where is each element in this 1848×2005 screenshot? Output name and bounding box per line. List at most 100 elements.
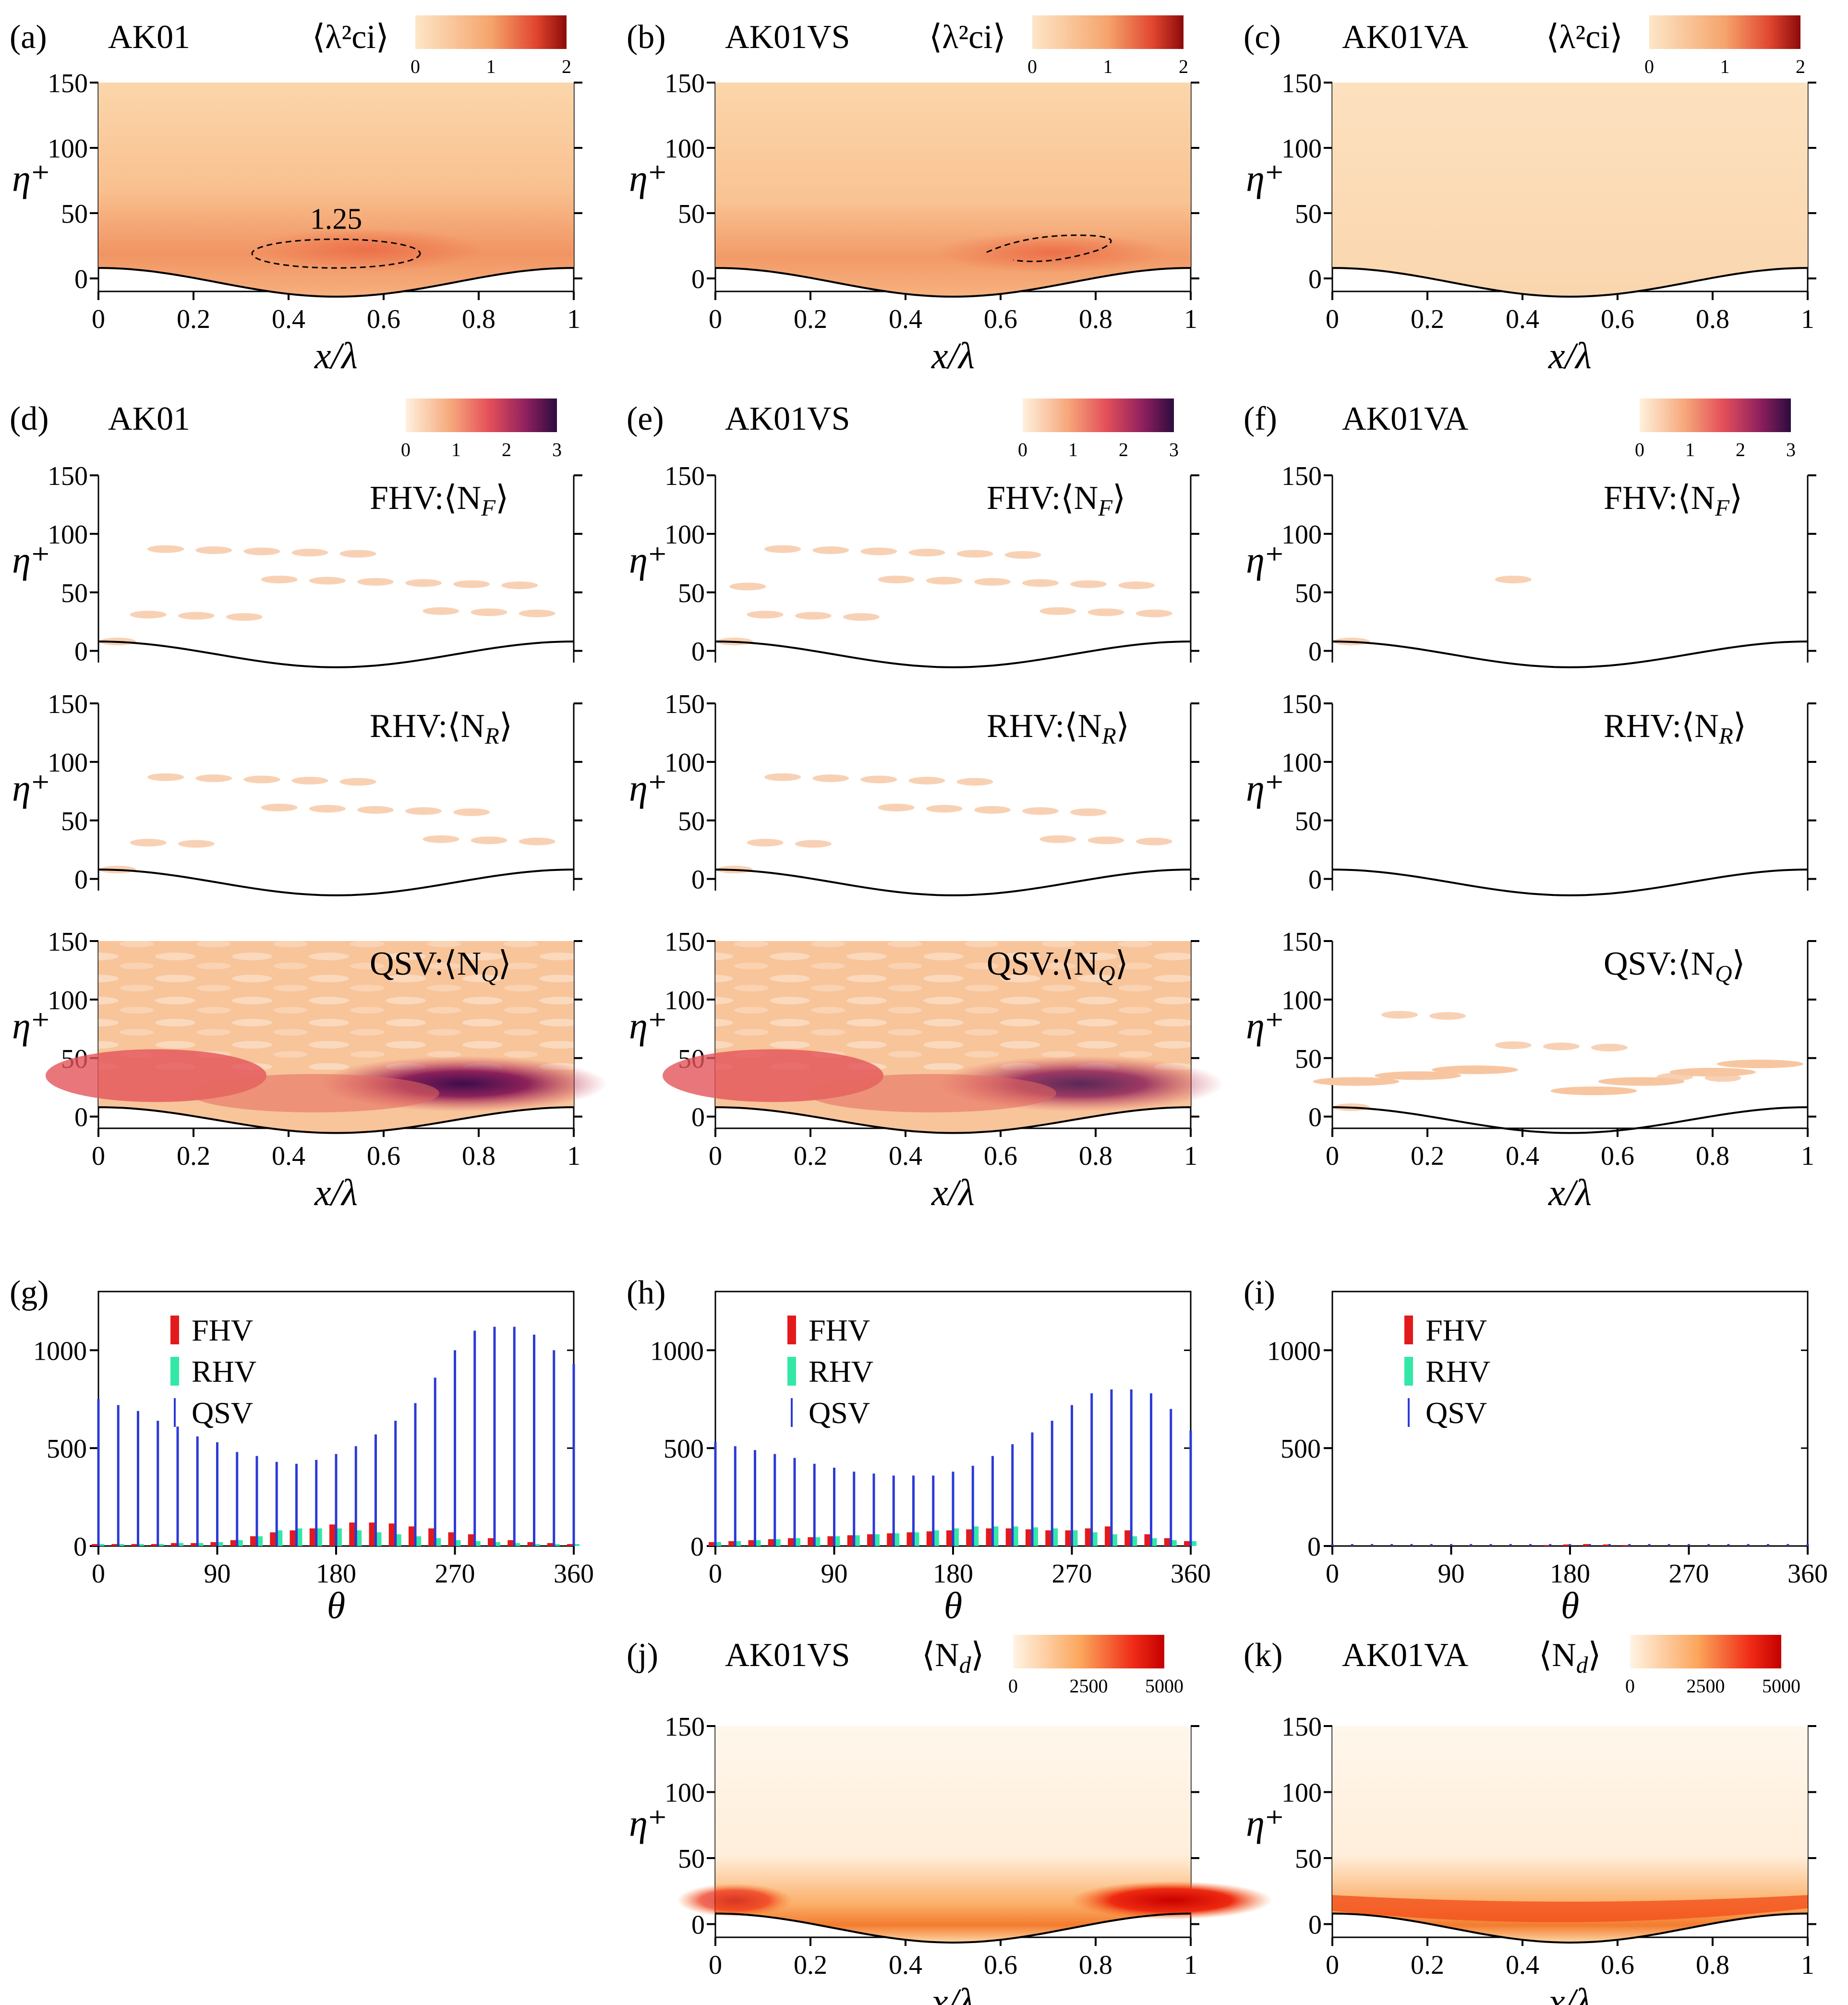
- wall-line: [1332, 869, 1808, 896]
- wall-line: [1332, 1106, 1808, 1134]
- y-axis-label: η⁺: [629, 1005, 667, 1047]
- histogram-1: (h) 0 500 1000 0 90 180 270 360 θ FHV RHV QSV: [627, 1274, 1211, 1626]
- panel-label: (c): [1244, 19, 1281, 56]
- y-tick-label: 50: [1295, 199, 1322, 229]
- x-tick-label: 0.4: [889, 304, 922, 334]
- y-tick-label: 50: [61, 199, 88, 229]
- bar-rhv: [735, 1541, 741, 1546]
- x-tick-label: 90: [204, 1559, 231, 1589]
- colorbar-tick-label: 3: [1169, 439, 1179, 460]
- panel-label: (d): [10, 400, 49, 437]
- bar-rhv: [296, 1528, 302, 1546]
- bar-rhv: [395, 1534, 401, 1546]
- bar-rhv: [874, 1534, 880, 1546]
- x-tick-label: 0.8: [462, 304, 495, 334]
- colorbar-tick-label: 1: [486, 56, 496, 77]
- y-tick-label: 1000: [650, 1336, 704, 1366]
- y-tick-label: 50: [1295, 579, 1322, 608]
- colorbar: 0 2500 5000: [1008, 1635, 1184, 1697]
- sub-0-0-axes: 0 50 100 150 η⁺: [12, 461, 582, 667]
- panel-label: (h): [627, 1274, 666, 1311]
- density-streak: [1039, 835, 1076, 843]
- vortex-title: QSV:⟨NQ⟩: [370, 945, 511, 987]
- density-streak: [956, 778, 993, 786]
- x-tick-label: 1: [1801, 304, 1814, 334]
- bar-rhv: [574, 1544, 580, 1546]
- density-streak: [1591, 1043, 1628, 1051]
- histogram-0: (g) 0 500 1000 0 90 180 270 360 θ FHV RHV QSV: [10, 1274, 594, 1626]
- y-tick-label: 100: [1281, 986, 1322, 1015]
- panel-label: (f): [1244, 400, 1277, 437]
- bar-fhv: [728, 1541, 736, 1546]
- y-tick-label: 150: [664, 689, 705, 719]
- y-axis-label: η⁺: [1246, 157, 1284, 199]
- legend-label-qsv: QSV: [192, 1396, 253, 1430]
- density-streak: [243, 775, 280, 784]
- bar-rhv: [554, 1544, 560, 1546]
- colorbar: 0 1 2: [411, 15, 571, 77]
- bar-rhv: [1131, 1536, 1137, 1546]
- panel-title: AK01: [108, 19, 190, 56]
- y-tick-label: 100: [48, 748, 88, 778]
- bar-fhv: [1045, 1530, 1052, 1546]
- density-streak: [130, 611, 167, 619]
- y-tick-label: 0: [691, 1103, 705, 1133]
- y-axis-label: η⁺: [12, 1005, 50, 1047]
- bar-rhv: [514, 1543, 520, 1546]
- x-tick-label: 270: [1669, 1559, 1709, 1589]
- y-axis-label: η⁺: [629, 539, 667, 581]
- y-tick-label: 100: [664, 1778, 705, 1808]
- bar-fhv: [230, 1540, 237, 1546]
- y-axis-label: η⁺: [12, 157, 50, 199]
- vortex-density-field: [1333, 575, 1532, 646]
- x-tick-label: 0.8: [462, 1141, 495, 1171]
- colorbar: 0 1 2: [1644, 15, 1805, 77]
- x-tick-label: 0: [1326, 1559, 1339, 1589]
- y-tick-label: 150: [48, 69, 88, 98]
- bar-fhv: [1105, 1526, 1111, 1546]
- bar-fhv: [488, 1538, 495, 1546]
- density-streak: [423, 607, 459, 615]
- panel-label: (k): [1244, 1637, 1283, 1674]
- x-tick-label: 1: [1801, 1950, 1814, 1980]
- legend-label-fhv: FHV: [192, 1313, 253, 1347]
- x-tick-label: 0.2: [1411, 304, 1444, 334]
- x-tick-label: 1: [1184, 1141, 1197, 1171]
- bar-rhv: [814, 1537, 821, 1546]
- legend-swatch-rhv: [170, 1357, 179, 1386]
- density-streak: [339, 778, 376, 786]
- bar-rhv: [992, 1526, 999, 1546]
- density-streak: [226, 613, 263, 621]
- colorbar-tick-label: 0: [1625, 1675, 1635, 1697]
- panel-title: AK01VA: [1342, 19, 1469, 56]
- density-streak: [1429, 1012, 1466, 1020]
- bar-rhv: [474, 1541, 481, 1546]
- density-streak: [878, 575, 915, 583]
- density-streaks: [98, 941, 574, 1070]
- bar-fhv: [527, 1542, 534, 1546]
- wall-line: [1332, 640, 1808, 668]
- bar-fhv: [748, 1540, 755, 1546]
- bar-fhv: [151, 1544, 158, 1546]
- colorbar-title: ⟨Nd⟩: [922, 1637, 984, 1678]
- bar-fhv: [111, 1544, 119, 1546]
- colorbar-tick-label: 2500: [1070, 1675, 1108, 1697]
- bar-fhv: [290, 1530, 297, 1546]
- y-tick-label: 0: [1308, 1103, 1322, 1133]
- legend-swatch-fhv: [170, 1316, 179, 1344]
- bar-fhv: [468, 1534, 475, 1546]
- y-tick-label: 0: [1308, 637, 1322, 667]
- bar-rhv: [1191, 1541, 1196, 1546]
- y-tick-label: 50: [678, 1844, 705, 1874]
- x-axis-label: x/λ: [1548, 335, 1592, 376]
- bar-fhv: [547, 1543, 554, 1546]
- density-streak: [1669, 1068, 1756, 1076]
- bar-fhv: [788, 1538, 795, 1546]
- x-tick-label: 90: [821, 1559, 848, 1589]
- vortex-title: RHV:⟨NR⟩: [1604, 708, 1746, 749]
- legend-swatch-rhv: [787, 1357, 796, 1386]
- bar-rhv: [933, 1530, 939, 1546]
- y-tick-label: 0: [1308, 265, 1322, 294]
- bar-fhv: [867, 1534, 874, 1546]
- x-axis-label: x/λ: [314, 1172, 358, 1213]
